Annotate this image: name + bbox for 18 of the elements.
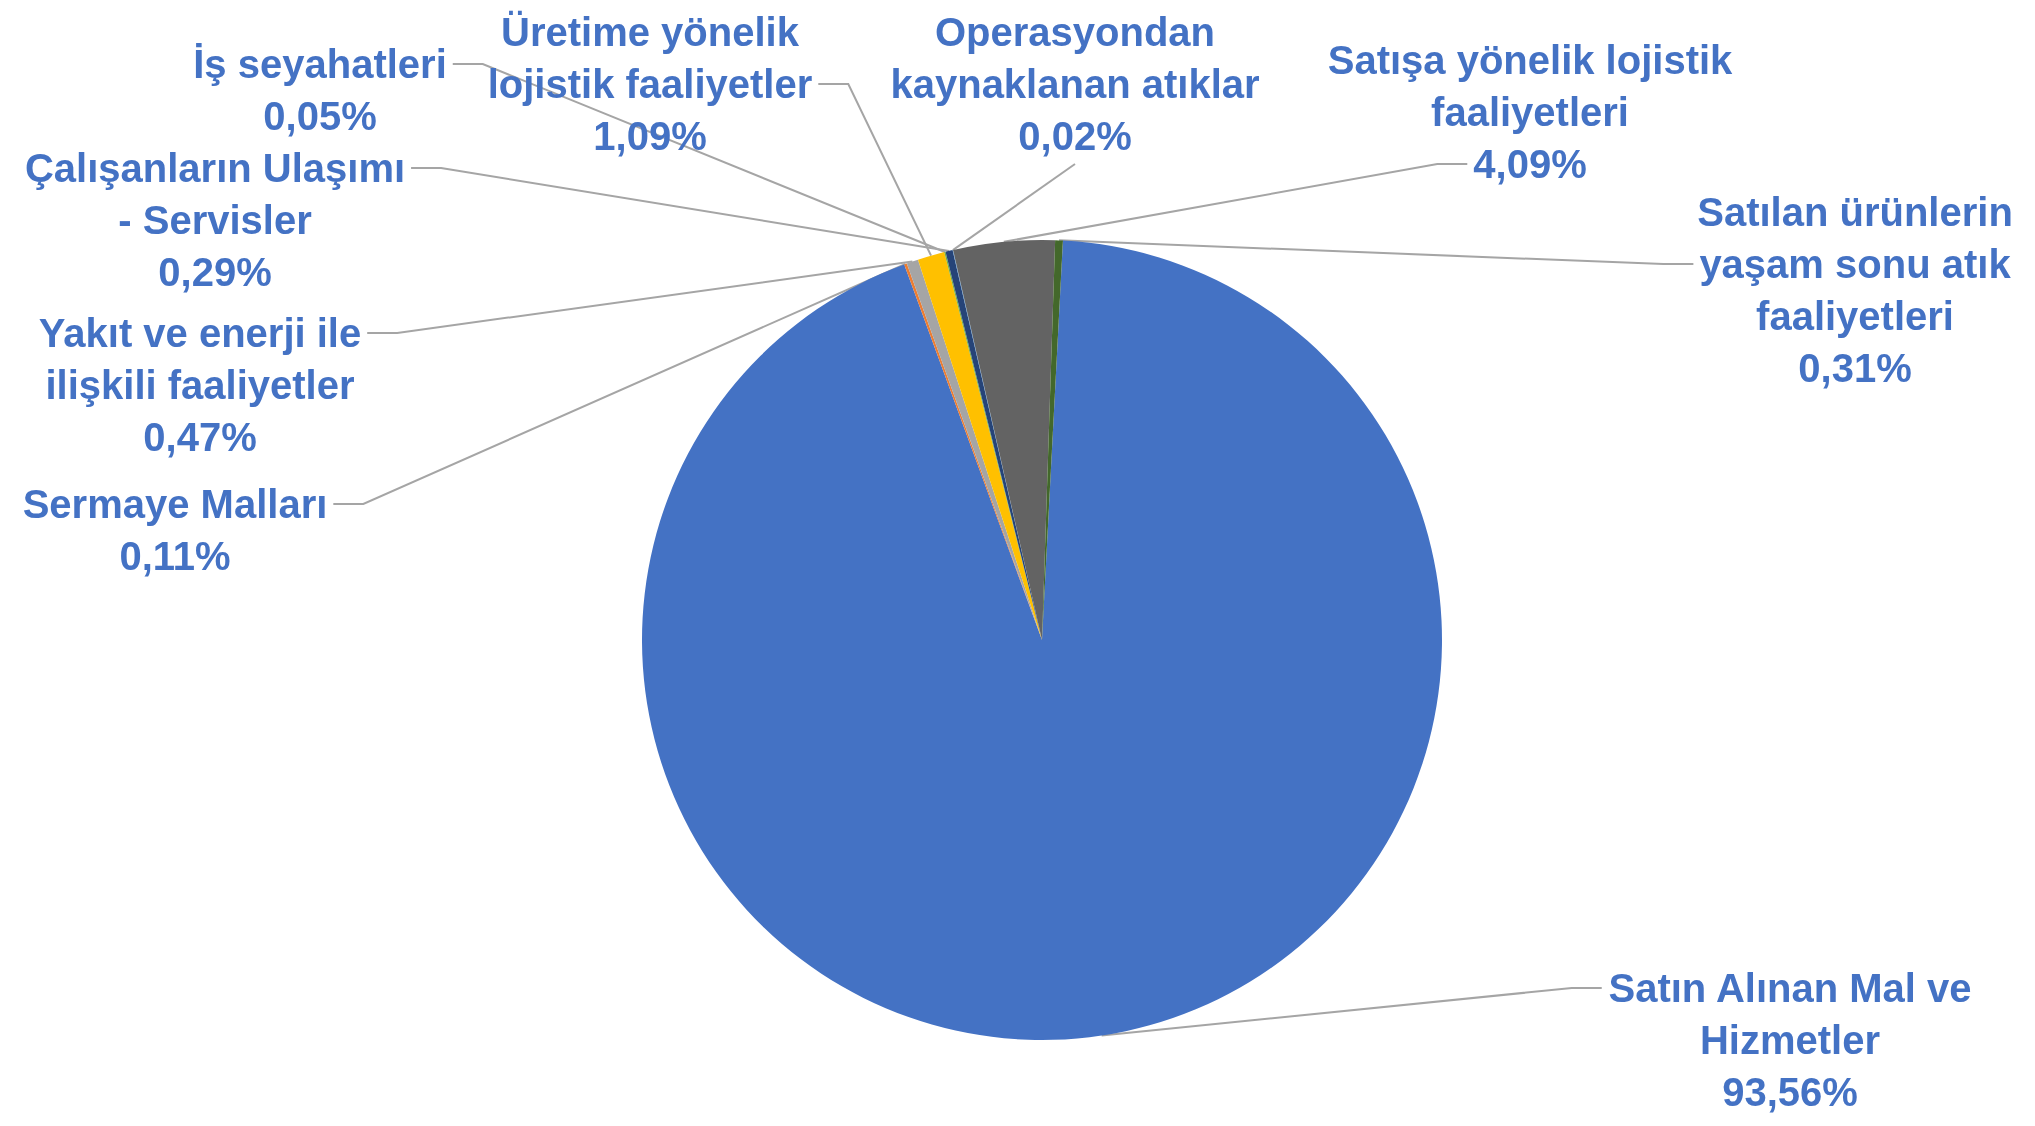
data-label: 0,29%: [158, 250, 272, 294]
slice-label: Yakıt ve enerji ile ilişkili faaliyetler: [38, 311, 362, 407]
slice-label: Satışa yönelik lojistik faaliyetleri: [1327, 38, 1734, 134]
slice-label: Satılan ürünlerin yaşam sonu atık faaliyetleri: [1697, 190, 2013, 338]
slice-label: Üretime yönelik lojistik faaliyetler: [487, 10, 813, 106]
data-label: 0,05%: [263, 94, 377, 138]
slice-label: Çalışanların Ulaşımı - Servisler: [24, 146, 406, 242]
slice-label: Satın Alınan Mal ve Hizmetler: [1608, 966, 1972, 1062]
data-label: 4,09%: [1473, 142, 1587, 186]
data-label: 0,47%: [143, 415, 257, 459]
data-label: 0,11%: [119, 534, 231, 578]
data-label: 0,31%: [1798, 346, 1912, 390]
data-label: 1,09%: [593, 114, 707, 158]
slice-label: İş seyahatleri: [193, 42, 447, 86]
slice-label: Sermaye Malları: [22, 482, 328, 526]
data-label: 93,56%: [1722, 1070, 1858, 1114]
data-label: 0,02%: [1018, 114, 1132, 158]
slice-label: Operasyondan kaynaklanan atıklar: [890, 10, 1260, 106]
